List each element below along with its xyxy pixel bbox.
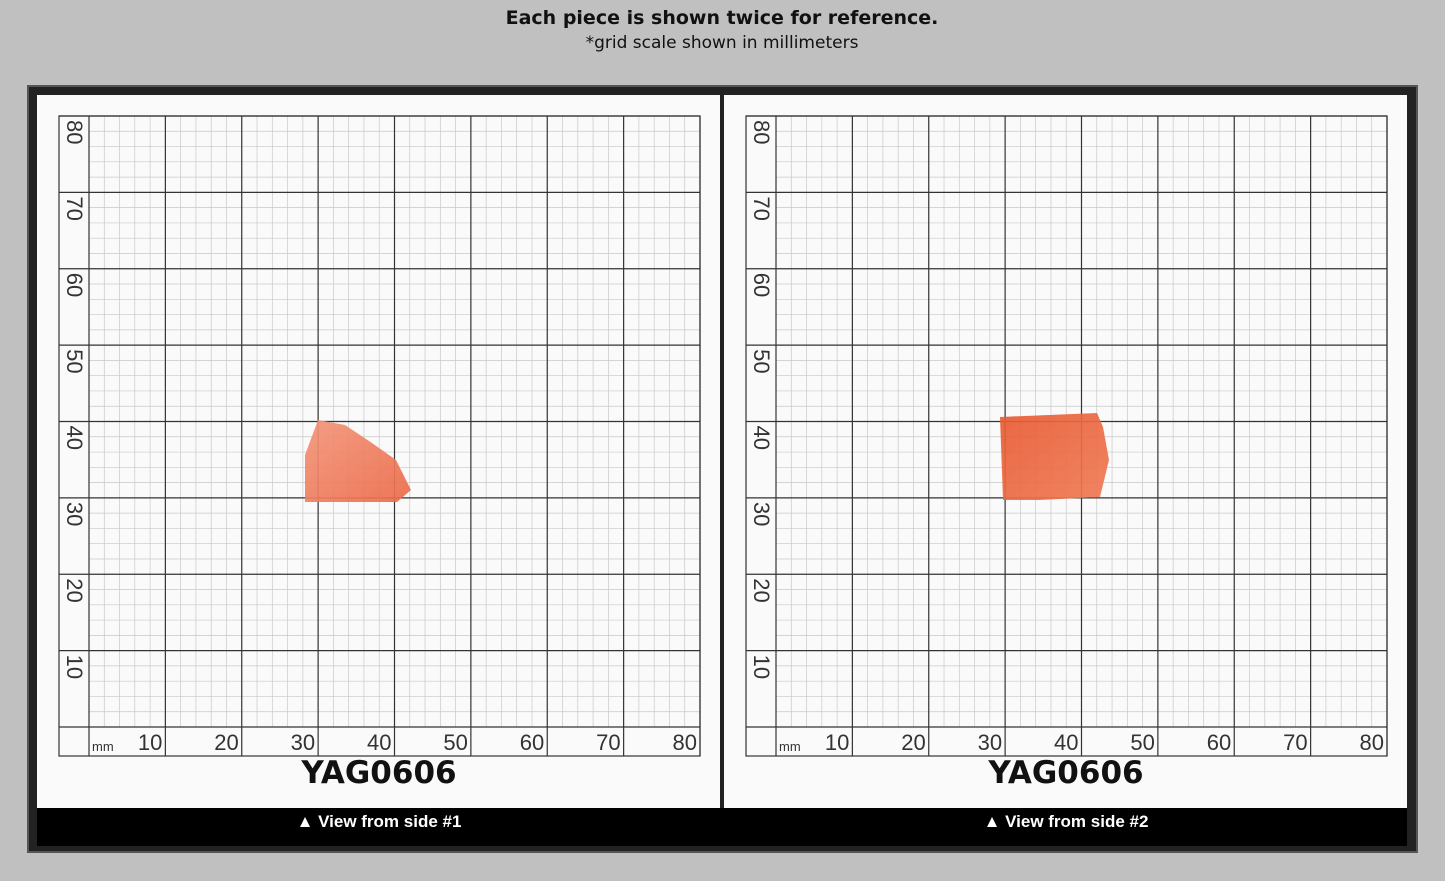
y-tick-label: 40: [62, 426, 87, 450]
y-tick-label: 60: [749, 273, 774, 297]
x-tick-label: 60: [520, 730, 544, 755]
y-tick-label: 70: [62, 196, 87, 220]
y-tick-label: 50: [749, 349, 774, 373]
y-tick-label: 60: [62, 273, 87, 297]
x-tick-label: 30: [978, 730, 1002, 755]
x-tick-label: 60: [1207, 730, 1231, 755]
x-tick-label: 40: [367, 730, 391, 755]
unit-label: mm: [779, 739, 801, 754]
y-tick-label: 30: [62, 502, 87, 526]
x-tick-label: 20: [214, 730, 238, 755]
y-tick-label: 40: [749, 426, 774, 450]
piece-label: YAG0606: [987, 755, 1143, 791]
subtitle: *grid scale shown in millimeters: [586, 33, 859, 53]
y-tick-label: 20: [62, 578, 87, 602]
grid-border: [745, 115, 1388, 757]
stone: [305, 420, 411, 502]
grid: mm 10 20 30 40 50 60 70 80 80 70 60 50 40 30 20 10: [58, 115, 701, 757]
piece-label: YAG0606: [300, 755, 456, 791]
grid-border: [58, 115, 701, 757]
caption: ▲ View from side #1: [297, 812, 462, 831]
y-tick-label: 50: [62, 349, 87, 373]
y-tick-label: 70: [749, 196, 774, 220]
title: Each piece is shown twice for reference.: [506, 7, 939, 29]
caption: ▲ View from side #2: [984, 812, 1149, 831]
x-tick-label: 30: [291, 730, 315, 755]
stone: [1000, 413, 1109, 500]
x-tick-label: 80: [1360, 730, 1384, 755]
caption-bar: [37, 808, 1407, 846]
unit-label: mm: [92, 739, 114, 754]
y-tick-label: 80: [749, 120, 774, 144]
y-tick-label: 80: [62, 120, 87, 144]
x-tick-label: 10: [138, 730, 162, 755]
x-tick-label: 10: [825, 730, 849, 755]
y-tick-label: 10: [62, 655, 87, 679]
y-tick-label: 10: [749, 655, 774, 679]
x-tick-label: 70: [1283, 730, 1307, 755]
y-tick-label: 30: [749, 502, 774, 526]
x-tick-label: 50: [1130, 730, 1154, 755]
x-tick-label: 40: [1054, 730, 1078, 755]
y-tick-label: 20: [749, 578, 774, 602]
x-tick-label: 70: [596, 730, 620, 755]
x-tick-label: 50: [443, 730, 467, 755]
x-tick-label: 80: [673, 730, 697, 755]
x-tick-label: 20: [901, 730, 925, 755]
